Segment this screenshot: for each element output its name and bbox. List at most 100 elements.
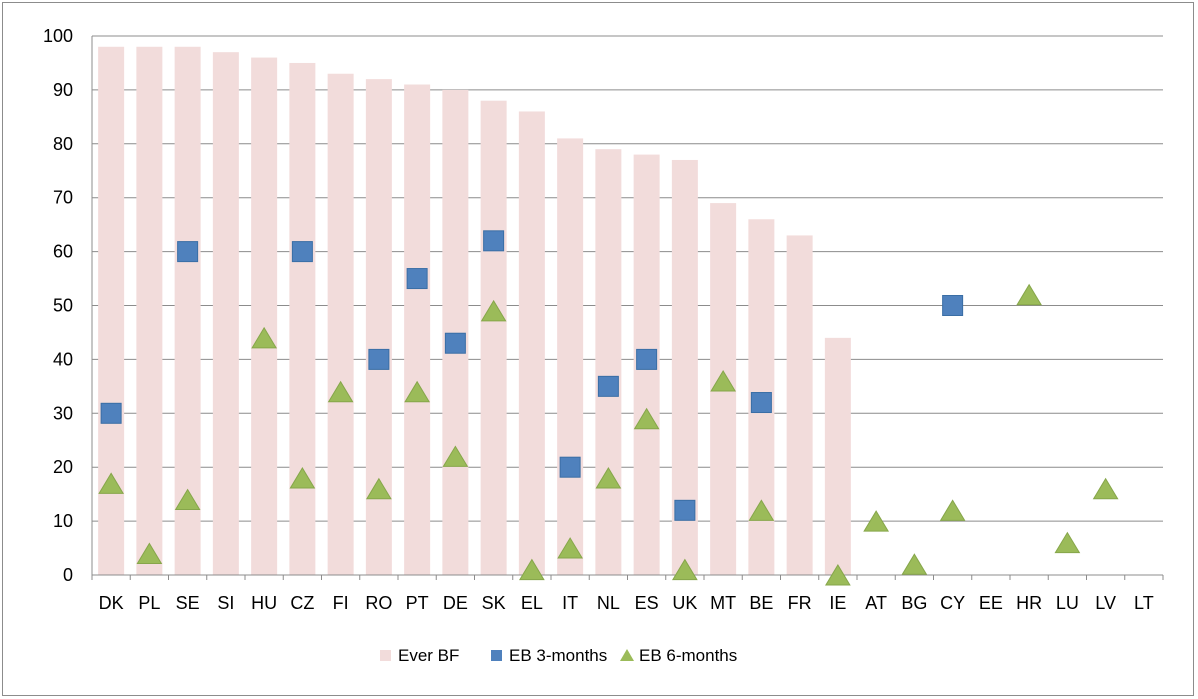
y-tick-label: 20 — [53, 457, 73, 477]
y-tick-label: 50 — [53, 296, 73, 316]
marker-6m-pt — [404, 380, 431, 403]
y-tick-label: 40 — [53, 349, 73, 369]
x-tick-label-be: BE — [749, 593, 773, 613]
x-tick-label-bg: BG — [901, 593, 927, 613]
x-tick-label-se: SE — [176, 593, 200, 613]
x-tick-label-lu: LU — [1056, 593, 1079, 613]
x-tick-label-pt: PT — [406, 593, 429, 613]
bar-dk — [98, 46, 125, 575]
bar-ro — [365, 79, 392, 576]
x-tick-label-lt: LT — [1134, 593, 1154, 613]
x-tick-label-cz: CZ — [290, 593, 314, 613]
bar-si — [212, 52, 239, 576]
marker-6m-hu — [251, 326, 278, 349]
marker-6m-se — [174, 488, 201, 511]
marker-3m-es — [636, 348, 658, 370]
marker-3m-sk — [483, 230, 505, 252]
marker-6m-nl — [595, 467, 622, 489]
y-tick-label: 70 — [53, 188, 73, 208]
x-tick-labels: DK PL SE SI HU CZ FI RO PT DE SK EL IT NL ES UK MT BE FR IE… — [99, 593, 1154, 613]
marker-3m-ro — [368, 348, 390, 370]
marker-6m-lu — [1054, 531, 1081, 554]
marker-3m-be — [750, 392, 772, 414]
y-tick-label: 60 — [53, 242, 73, 262]
bar-cz — [289, 62, 316, 575]
marker-6m-sk — [480, 299, 507, 322]
marker-6m-de — [442, 445, 469, 467]
x-tick-label-es: ES — [635, 593, 659, 613]
bar-pt — [404, 84, 431, 575]
y-tick-labels: 0 10 20 30 40 50 60 70 80 90 100 — [43, 26, 73, 585]
y-tick-label: 90 — [53, 80, 73, 100]
marker-6m-fi — [327, 380, 354, 403]
marker-3m-pt — [406, 268, 428, 290]
axes — [91, 36, 1164, 580]
bar-nl — [595, 149, 622, 575]
x-tick-label-nl: NL — [597, 593, 620, 613]
marker-3m-de — [444, 332, 466, 354]
x-tick-label-at: AT — [865, 593, 887, 613]
x-tick-label-de: DE — [443, 593, 468, 613]
bar-ie — [824, 337, 851, 575]
markers-eb-6-months — [98, 283, 1119, 586]
marker-6m-bg — [901, 553, 928, 575]
x-tick-label-it: IT — [562, 593, 578, 613]
x-tick-label-fi: FI — [333, 593, 349, 613]
bar-fi — [327, 73, 354, 575]
bar-pl — [136, 46, 163, 575]
marker-6m-mt — [710, 369, 737, 392]
marker-6m-it — [557, 537, 584, 559]
marker-6m-hr — [1016, 283, 1043, 306]
bar-de — [442, 89, 469, 576]
marker-6m-dk — [98, 472, 125, 494]
y-tick-label: 80 — [53, 134, 73, 154]
legend-swatch — [620, 649, 634, 661]
marker-3m-uk — [674, 499, 696, 521]
x-tick-label-ee: EE — [979, 593, 1003, 613]
bar-sk — [480, 100, 507, 576]
bar-el — [518, 111, 545, 576]
legend-item-1: Ever BF — [380, 646, 459, 665]
x-tick-label-ie: IE — [829, 593, 846, 613]
legend-swatch — [380, 650, 391, 661]
bar-fr — [786, 235, 813, 575]
marker-3m-it — [559, 456, 581, 478]
legend-label: EB 3-months — [509, 646, 607, 665]
marker-6m-cy — [939, 499, 966, 521]
x-tick-label-dk: DK — [99, 593, 124, 613]
y-tick-label: 100 — [43, 26, 73, 46]
bars-ever-bf — [98, 46, 851, 576]
bar-se — [174, 46, 201, 575]
bar-it — [557, 138, 584, 575]
bar-hu — [251, 57, 278, 576]
x-tick-label-fr: FR — [788, 593, 812, 613]
marker-6m-cz — [289, 467, 316, 489]
marker-6m-lv — [1092, 477, 1119, 500]
x-tick-label-cy: CY — [940, 593, 965, 613]
x-tick-label-sk: SK — [482, 593, 506, 613]
marker-6m-ie — [824, 564, 851, 586]
legend: Ever BF EB 3-months EB 6-months — [380, 646, 737, 665]
legend-swatch — [491, 650, 502, 661]
legend-label: EB 6-months — [639, 646, 737, 665]
x-tick-label-hu: HU — [251, 593, 277, 613]
chart-canvas: 0 10 20 30 40 50 60 70 80 90 100 DK PL SE SI HU CZ FI RO P… — [43, 26, 1164, 665]
x-tick-label-mt: MT — [710, 593, 736, 613]
marker-3m-se — [177, 241, 199, 263]
markers-eb-3-months — [100, 230, 964, 521]
x-tick-label-pl: PL — [138, 593, 160, 613]
x-tick-label-uk: UK — [672, 593, 697, 613]
x-tick-label-ro: RO — [365, 593, 392, 613]
legend-item-2: EB 3-months — [491, 646, 607, 665]
y-tick-label: 0 — [63, 565, 73, 585]
marker-6m-uk — [671, 558, 698, 581]
x-tick-label-el: EL — [521, 593, 543, 613]
x-tick-label-hr: HR — [1016, 593, 1042, 613]
marker-6m-at — [863, 510, 890, 532]
y-tick-label: 30 — [53, 403, 73, 423]
marker-6m-el — [518, 558, 545, 581]
marker-3m-cz — [291, 241, 313, 263]
x-tick-label-si: SI — [217, 593, 234, 613]
marker-6m-pl — [136, 542, 163, 564]
